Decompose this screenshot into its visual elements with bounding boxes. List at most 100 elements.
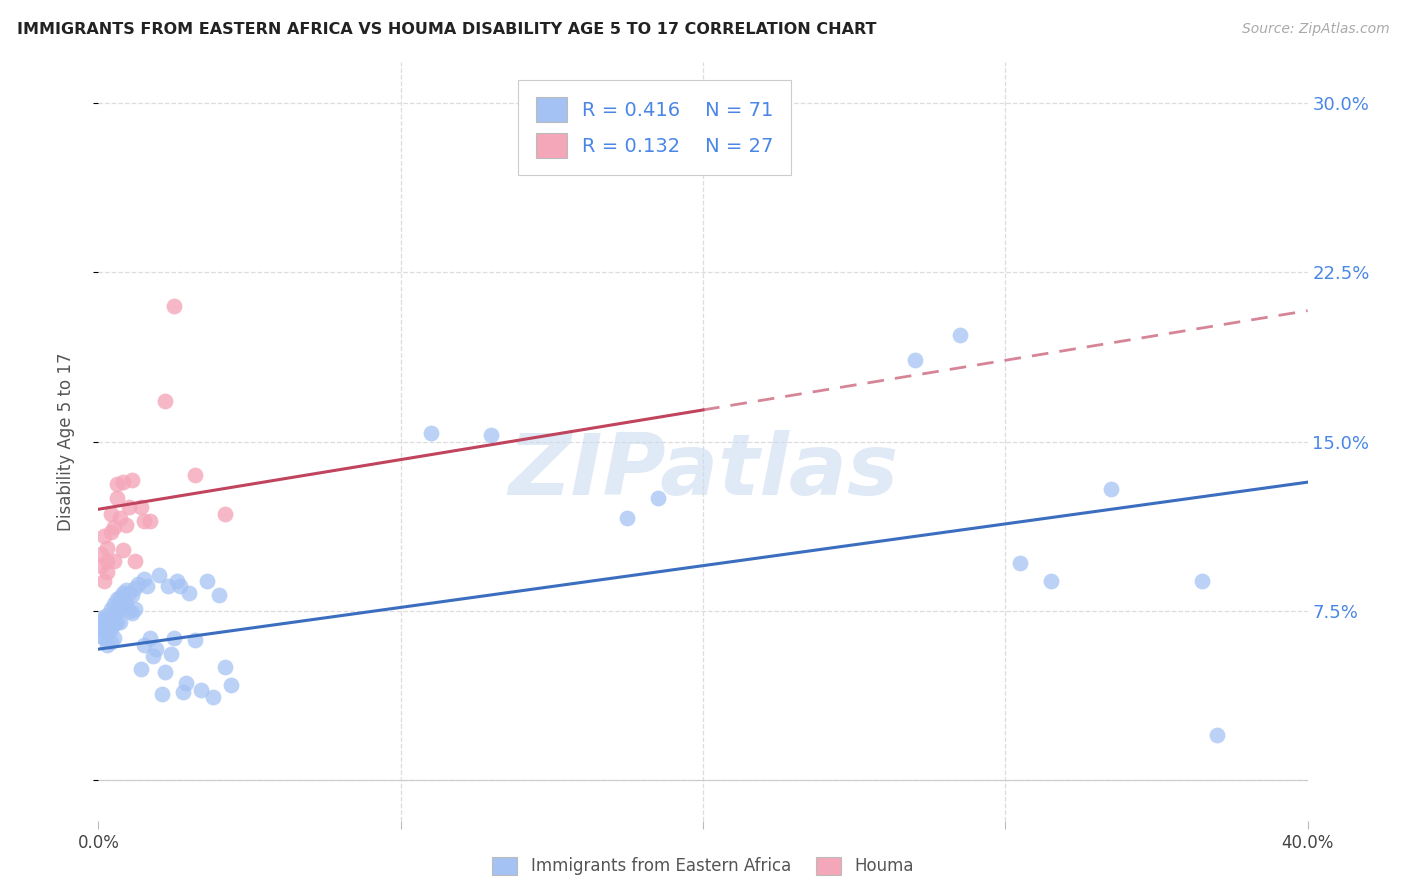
Point xyxy=(135,579,157,593)
Point xyxy=(169,579,191,593)
Point xyxy=(96,617,118,632)
Point xyxy=(96,608,118,623)
Point xyxy=(129,663,152,677)
Point xyxy=(190,682,212,697)
Point xyxy=(114,597,136,611)
Point xyxy=(111,585,134,599)
Point xyxy=(202,690,225,704)
Point xyxy=(195,574,218,589)
Point xyxy=(93,613,115,627)
Point xyxy=(100,610,122,624)
Point xyxy=(139,514,162,528)
Point xyxy=(1099,482,1122,496)
Point xyxy=(124,554,146,568)
Point xyxy=(105,477,128,491)
Point xyxy=(1206,728,1229,742)
Point xyxy=(148,567,170,582)
Point xyxy=(184,633,207,648)
Point xyxy=(103,606,125,620)
Point xyxy=(103,520,125,534)
Point xyxy=(96,626,118,640)
Point xyxy=(121,588,143,602)
Point xyxy=(214,507,236,521)
Point xyxy=(121,473,143,487)
Point xyxy=(96,638,118,652)
Point xyxy=(124,581,146,595)
Point xyxy=(153,665,176,679)
Point xyxy=(108,615,131,629)
Point xyxy=(124,601,146,615)
Point xyxy=(172,685,194,699)
Point xyxy=(1010,557,1032,571)
Point xyxy=(174,676,197,690)
Point xyxy=(111,475,134,490)
Point xyxy=(132,638,155,652)
Point xyxy=(1191,574,1213,589)
Point xyxy=(150,687,173,701)
Point xyxy=(100,622,122,636)
Point xyxy=(129,500,152,514)
Point xyxy=(156,579,179,593)
Point xyxy=(221,678,243,692)
Point xyxy=(153,393,176,408)
Point xyxy=(114,583,136,598)
Point xyxy=(420,425,443,440)
Point xyxy=(208,588,231,602)
Point xyxy=(90,610,112,624)
Point xyxy=(96,554,118,568)
Legend: Immigrants from Eastern Africa, Houma: Immigrants from Eastern Africa, Houma xyxy=(484,848,922,884)
Point xyxy=(103,631,125,645)
Y-axis label: Disability Age 5 to 17: Disability Age 5 to 17 xyxy=(56,352,75,531)
Point xyxy=(108,591,131,605)
Point xyxy=(96,566,118,580)
Point xyxy=(160,647,183,661)
Point xyxy=(118,500,141,514)
Point xyxy=(103,617,125,632)
Point xyxy=(105,604,128,618)
Point xyxy=(100,635,122,649)
Point xyxy=(127,576,149,591)
Point xyxy=(105,491,128,505)
Point xyxy=(904,353,927,368)
Text: ZIPatlas: ZIPatlas xyxy=(508,430,898,514)
Point xyxy=(90,629,112,643)
Point xyxy=(90,547,112,561)
Legend: R = 0.416    N = 71, R = 0.132    N = 27: R = 0.416 N = 71, R = 0.132 N = 27 xyxy=(519,79,792,176)
Point xyxy=(118,585,141,599)
Point xyxy=(93,622,115,636)
Point xyxy=(179,585,201,599)
Point xyxy=(163,631,186,645)
Point xyxy=(481,427,503,442)
Point xyxy=(93,574,115,589)
Point xyxy=(114,518,136,533)
Point xyxy=(93,631,115,645)
Point xyxy=(214,660,236,674)
Point xyxy=(100,524,122,539)
Point xyxy=(121,606,143,620)
Point xyxy=(111,599,134,614)
Point xyxy=(166,574,188,589)
Point xyxy=(108,601,131,615)
Point xyxy=(105,592,128,607)
Point xyxy=(100,507,122,521)
Point xyxy=(1039,574,1062,589)
Point xyxy=(105,615,128,629)
Point xyxy=(163,299,186,313)
Point xyxy=(108,511,131,525)
Text: IMMIGRANTS FROM EASTERN AFRICA VS HOUMA DISABILITY AGE 5 TO 17 CORRELATION CHART: IMMIGRANTS FROM EASTERN AFRICA VS HOUMA … xyxy=(17,22,876,37)
Point xyxy=(118,604,141,618)
Point xyxy=(90,619,112,633)
Point xyxy=(139,631,162,645)
Point xyxy=(100,601,122,615)
Text: Source: ZipAtlas.com: Source: ZipAtlas.com xyxy=(1241,22,1389,37)
Point xyxy=(949,328,972,343)
Point xyxy=(184,468,207,483)
Point xyxy=(145,642,167,657)
Point xyxy=(647,491,669,505)
Point xyxy=(132,514,155,528)
Point xyxy=(132,572,155,586)
Point xyxy=(96,541,118,555)
Point xyxy=(111,542,134,557)
Point xyxy=(93,529,115,543)
Point xyxy=(103,554,125,568)
